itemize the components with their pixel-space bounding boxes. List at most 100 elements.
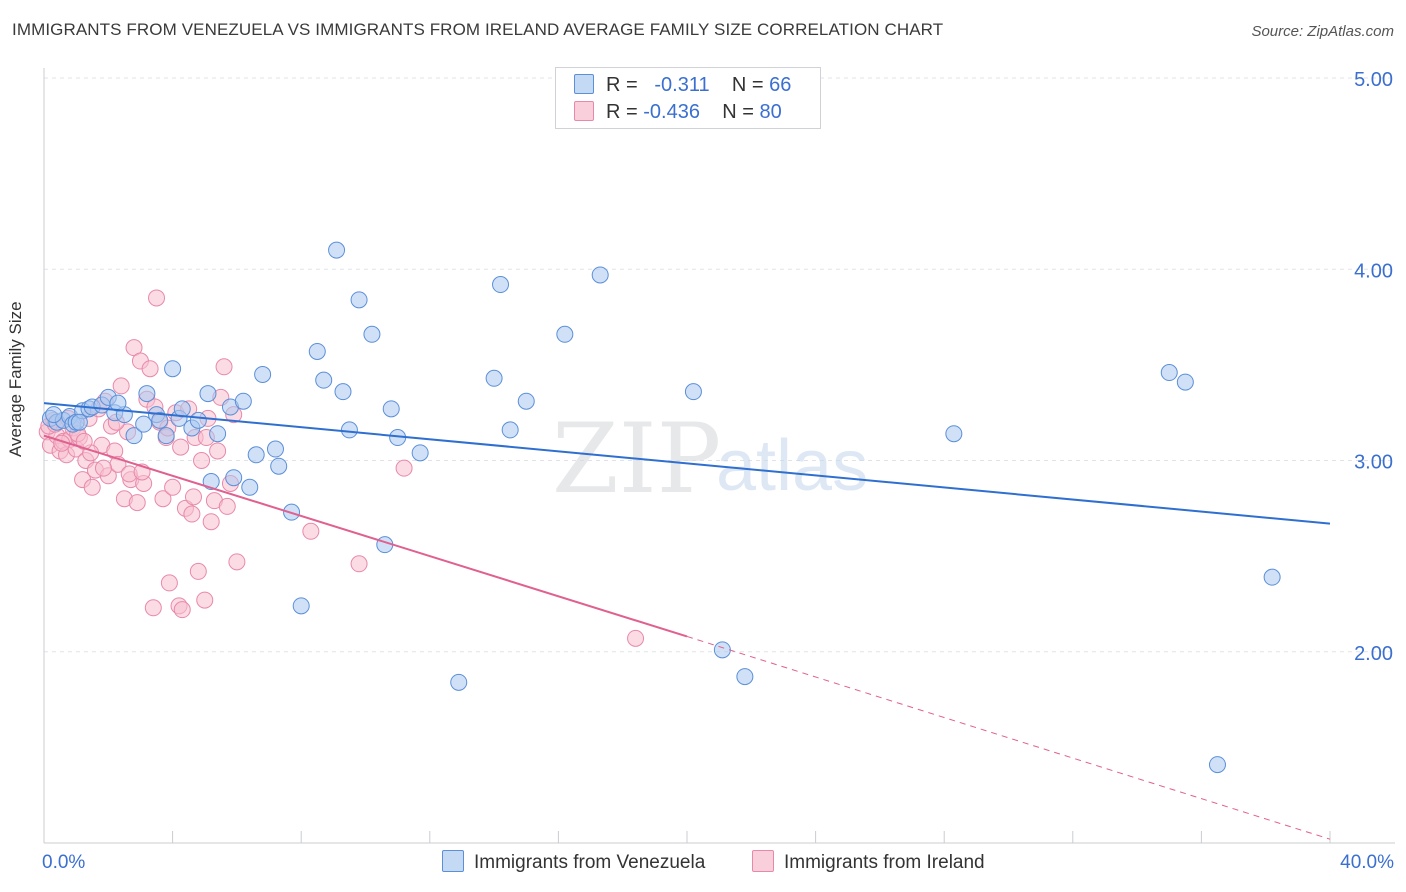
axes	[43, 68, 1395, 844]
ireland-r-value: -0.436	[643, 101, 700, 123]
venezuela-point	[209, 425, 227, 443]
bottom-legend-venezuela: Immigrants from Venezuela	[442, 850, 705, 874]
venezuela-point	[254, 365, 272, 383]
x-axis-max-label: 40.0%	[1340, 852, 1394, 873]
venezuela-point	[945, 425, 963, 443]
ireland-legend-label: Immigrants from Ireland	[784, 852, 985, 873]
ireland-point	[141, 360, 159, 378]
ireland-point	[228, 553, 246, 571]
venezuela-point	[1208, 756, 1226, 774]
venezuela-point	[556, 325, 574, 343]
venezuela-point	[164, 360, 182, 378]
venezuela-point	[411, 444, 429, 462]
ireland-point	[128, 494, 146, 512]
venezuela-point	[736, 668, 754, 686]
y-axis-label: Average Family Size	[6, 301, 25, 457]
y-tick-label: 3.00	[1354, 452, 1393, 474]
correlation-legend: R = -0.311 N = 66 R = -0.436 N = 80	[555, 67, 821, 129]
ireland-point	[215, 358, 233, 376]
ireland-point	[302, 522, 320, 540]
legend-r-label: R =	[606, 74, 638, 96]
watermark: ZIP atlas	[552, 403, 868, 515]
venezuela-swatch	[574, 74, 594, 94]
ireland-trend-line	[43, 434, 688, 638]
ireland-swatch	[574, 101, 594, 121]
source-credit: Source: ZipAtlas.com	[1251, 23, 1394, 40]
venezuela-point	[1176, 373, 1194, 391]
watermark-atlas: atlas	[716, 426, 868, 506]
ireland-point	[173, 601, 191, 619]
x-axis-min-label: 0.0%	[42, 852, 86, 873]
venezuela-point	[135, 415, 153, 433]
ireland-legend-swatch	[752, 850, 774, 872]
ireland-point	[196, 591, 214, 609]
venezuela-point	[138, 385, 156, 403]
venezuela-legend-label: Immigrants from Venezuela	[474, 852, 706, 873]
ireland-point	[395, 459, 413, 477]
ireland-point	[627, 629, 645, 647]
venezuela-point	[70, 413, 88, 431]
venezuela-point	[199, 385, 217, 403]
venezuela-r-value: -0.311	[654, 74, 710, 96]
legend-n-label: N =	[722, 101, 754, 123]
venezuela-point	[485, 369, 503, 387]
venezuela-point	[363, 325, 381, 343]
venezuela-point	[315, 371, 333, 389]
venezuela-point	[173, 400, 191, 418]
legend-row-venezuela: R = -0.311 N = 66	[574, 74, 791, 100]
venezuela-legend-swatch	[442, 850, 464, 872]
venezuela-point	[492, 276, 510, 294]
ireland-point	[193, 452, 211, 469]
ireland-point	[202, 513, 220, 531]
ireland-point	[184, 488, 202, 506]
venezuela-point	[45, 406, 63, 424]
ireland-point	[209, 442, 227, 460]
chart-title: IMMIGRANTS FROM VENEZUELA VS IMMIGRANTS …	[12, 20, 944, 39]
ireland-point	[112, 377, 130, 395]
ireland-point	[172, 438, 190, 456]
ireland-point	[183, 505, 201, 523]
venezuela-n-value: 66	[769, 74, 792, 96]
venezuela-point	[382, 400, 400, 418]
legend-row-ireland: R = -0.436 N = 80	[574, 101, 782, 127]
venezuela-point	[713, 641, 731, 659]
venezuela-point	[350, 291, 368, 309]
y-tick-labels: 2.00 3.00 4.00 5.00	[1354, 69, 1393, 665]
venezuela-point	[334, 383, 352, 401]
bottom-legend-ireland: Immigrants from Ireland	[752, 850, 985, 874]
venezuela-point	[501, 421, 519, 439]
ireland-point	[350, 555, 368, 573]
ireland-point	[83, 478, 101, 496]
venezuela-point	[189, 411, 207, 429]
trend-lines	[43, 402, 1331, 840]
gridlines	[44, 77, 1395, 653]
venezuela-point	[450, 673, 468, 691]
y-tick-label: 2.00	[1354, 643, 1393, 665]
ireland-point	[94, 459, 112, 477]
ireland-point	[218, 497, 236, 515]
venezuela-point	[247, 446, 265, 464]
venezuela-point	[340, 421, 358, 439]
venezuela-point	[225, 469, 243, 487]
venezuela-point	[1263, 568, 1281, 586]
venezuela-point	[308, 342, 326, 360]
legend-r-label: R =	[606, 101, 638, 123]
ireland-point	[75, 432, 93, 450]
venezuela-point	[125, 427, 143, 445]
venezuela-point	[109, 394, 127, 412]
venezuela-point	[292, 597, 310, 615]
venezuela-point	[157, 427, 175, 445]
venezuela-point	[266, 440, 284, 458]
venezuela-trend-line	[43, 402, 1331, 525]
venezuela-point	[328, 241, 346, 259]
ireland-point	[164, 478, 182, 496]
ireland-point	[144, 599, 162, 617]
venezuela-point	[202, 473, 220, 491]
legend-n-label: N =	[731, 74, 764, 96]
ireland-trend-extension	[686, 635, 1331, 840]
venezuela-point	[234, 392, 252, 410]
venezuela-point	[270, 457, 288, 475]
venezuela-point	[151, 411, 169, 429]
venezuela-point	[241, 478, 259, 496]
